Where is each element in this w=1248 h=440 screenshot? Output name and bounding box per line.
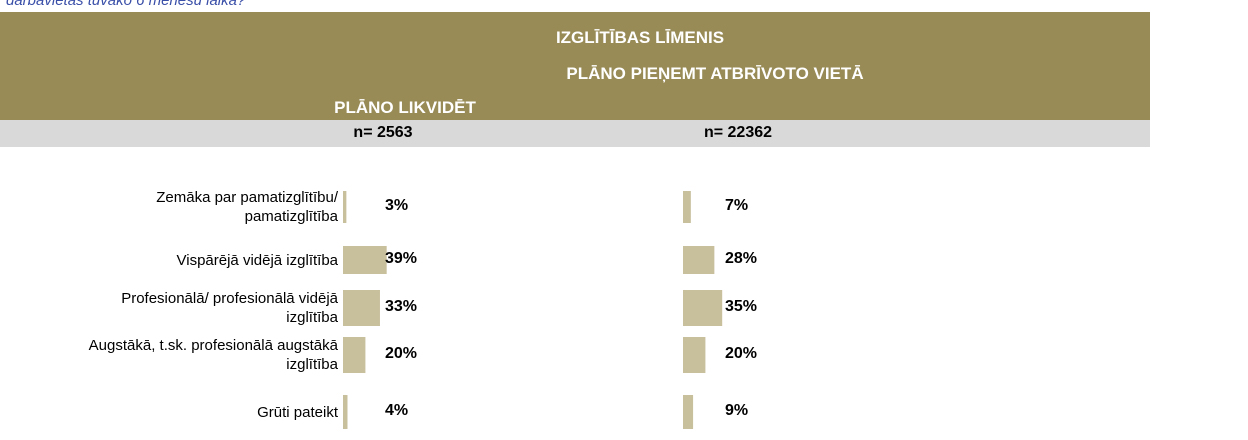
header-band (0, 12, 1150, 120)
category-label: Profesionālā/ profesionālā vidējā izglīt… (121, 290, 338, 326)
bar (343, 191, 347, 223)
chart-title: IZGLĪTĪBAS LĪMENIS (555, 28, 725, 47)
bar (683, 246, 715, 274)
bar (683, 191, 691, 223)
category-label: Vispārējā vidējā izglītība (176, 251, 338, 269)
question: darbavietas tuvāko 6 mēnešu laikā? (6, 0, 246, 9)
value-label: 7% (725, 197, 749, 214)
n-label: n= 2563 (353, 124, 413, 141)
bar (683, 337, 706, 373)
value-label: 9% (725, 402, 749, 419)
value-label: 33% (385, 298, 418, 315)
value-label: 20% (725, 345, 758, 362)
category-label: Zemāka par pamatizglītību/ pamatizglītīb… (156, 189, 338, 225)
value-label: 4% (385, 402, 409, 419)
bar (343, 395, 348, 429)
value-label: 28% (725, 250, 758, 267)
bar (683, 290, 723, 326)
category-label: Augstākā, t.sk. profesionālā augstākā iz… (88, 337, 338, 373)
bar (343, 290, 380, 326)
value-label: 39% (385, 250, 418, 267)
value-label: 3% (385, 197, 409, 214)
series-header: PLĀNO PIEŅEMT ATBRĪVOTO VIETĀ (566, 64, 864, 83)
n-label: n= 22362 (703, 124, 773, 141)
value-label: 20% (385, 345, 418, 362)
bar (343, 337, 366, 373)
series-header: PLĀNO LIKVIDĒT (334, 98, 476, 117)
category-label: Grūti pateikt (257, 403, 338, 421)
n-band (0, 120, 1150, 147)
bar (343, 246, 387, 274)
value-label: 35% (725, 298, 758, 315)
bar (683, 395, 694, 429)
